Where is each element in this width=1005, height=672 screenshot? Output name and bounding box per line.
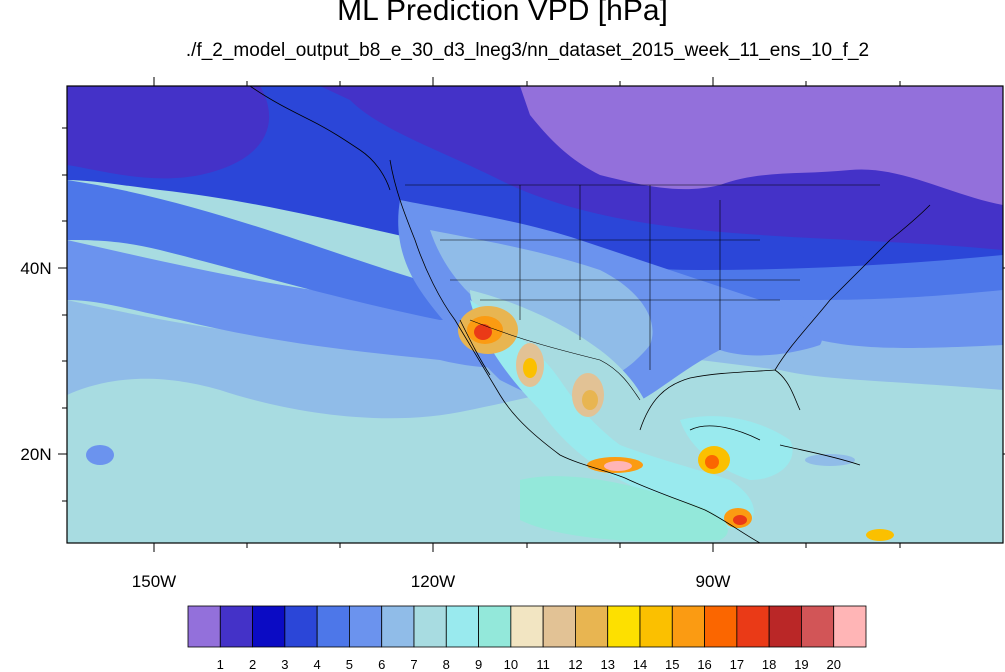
lat-label-20n: 20N — [20, 445, 51, 464]
sea-lv9 — [520, 476, 728, 542]
colorbar-label: 8 — [443, 657, 450, 672]
hot-caribbean-core — [705, 455, 719, 469]
lon-label-90w: 90W — [696, 572, 731, 591]
cool-cuba — [805, 454, 855, 466]
colorbar-label: 13 — [600, 657, 614, 672]
axis-ticks — [58, 77, 1005, 552]
band-lv1 — [520, 86, 1003, 205]
colorbar-swatch — [445, 605, 479, 648]
colorbar-swatch — [381, 605, 415, 648]
colorbar-swatch — [349, 605, 383, 648]
colorbar-swatch — [542, 605, 576, 648]
band-lv2 — [67, 86, 270, 179]
colorbar-label: 12 — [568, 657, 582, 672]
colorbar-label: 10 — [504, 657, 518, 672]
sea-lv8-pacific — [67, 466, 200, 524]
colorbar-swatch — [284, 605, 318, 648]
colorbar-swatch — [478, 605, 512, 648]
colorbar-label: 18 — [762, 657, 776, 672]
colorbar-swatch — [801, 605, 835, 648]
colorbar-label: 1 — [217, 657, 224, 672]
lon-label-120w: 120W — [411, 572, 455, 591]
colorbar-swatch — [833, 605, 867, 648]
colorbar-label: 16 — [697, 657, 711, 672]
hot-chihuahua-core — [582, 390, 598, 410]
hot-venezuela — [866, 529, 894, 541]
colorbar-swatch — [510, 605, 544, 648]
colorbar-swatch — [187, 605, 221, 648]
colorbar: 1 2 3 4 5 6 7 8 9 10 11 12 13 14 15 16 17 18 19 20 — [187, 605, 867, 672]
hot-guerrero-core — [604, 461, 632, 471]
colorbar-swatch — [316, 605, 350, 648]
colorbar-label: 14 — [633, 657, 647, 672]
colorbar-label: 3 — [281, 657, 288, 672]
colorbar-label: 17 — [730, 657, 744, 672]
plot-title: ML Prediction VPD [hPa] — [337, 0, 668, 27]
colorbar-swatch — [639, 605, 673, 648]
band-lv5 — [67, 180, 1003, 320]
colorbar-swatch — [575, 605, 609, 648]
colorbar-label: 15 — [665, 657, 679, 672]
colorbar-label: 4 — [314, 657, 321, 672]
hot-baja-red — [474, 324, 492, 340]
colorbar-label: 9 — [475, 657, 482, 672]
borders — [405, 184, 880, 401]
colorbar-label: 7 — [410, 657, 417, 672]
lon-label-150w: 150W — [132, 572, 176, 591]
land-lv7 — [430, 230, 653, 383]
colorbar-swatch — [413, 605, 447, 648]
colorbar-label: 5 — [346, 657, 353, 672]
hot-nicaragua-core — [733, 515, 747, 525]
plot-subtitle: ./f_2_model_output_b8_e_30_d3_lneg3/nn_d… — [185, 40, 870, 61]
colorbar-swatch — [704, 605, 738, 648]
map-fields — [67, 86, 1003, 543]
lat-label-40n: 40N — [20, 259, 51, 278]
coastlines — [249, 86, 931, 543]
colorbar-swatch — [768, 605, 802, 648]
colorbar-swatch — [736, 605, 770, 648]
colorbar-swatch — [219, 605, 253, 648]
colorbar-swatch — [607, 605, 641, 648]
sea-lv9b — [680, 416, 793, 480]
colorbar-swatch — [671, 605, 705, 648]
colorbar-label: 6 — [378, 657, 385, 672]
colorbar-label: 11 — [536, 657, 550, 672]
hot-sonora-core — [523, 358, 537, 378]
colorbar-label: 19 — [794, 657, 808, 672]
cool-hawaii — [86, 445, 114, 465]
colorbar-swatch — [252, 605, 286, 648]
colorbar-label: 20 — [826, 657, 840, 672]
colorbar-label: 2 — [249, 657, 256, 672]
